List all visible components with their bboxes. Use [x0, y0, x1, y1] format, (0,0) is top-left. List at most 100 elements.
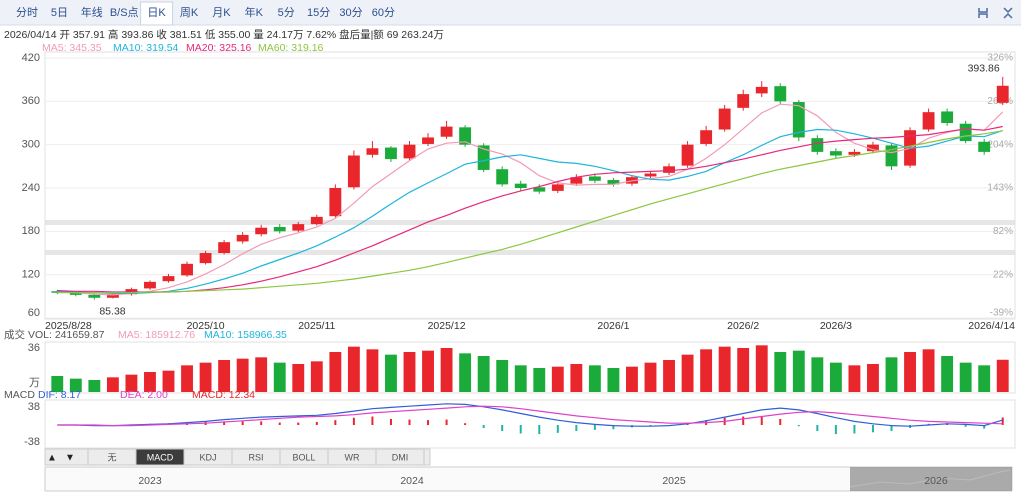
toolbar-tab[interactable]: 周K — [180, 6, 199, 19]
y2-tick-label: 22% — [993, 269, 1013, 280]
legend-entry: DIF: 8.17 — [38, 389, 81, 401]
candle-body — [978, 141, 991, 152]
y-tick-label: 240 — [22, 182, 40, 194]
volume-bar — [255, 357, 268, 392]
candle-body — [496, 169, 509, 185]
volume-bar — [551, 366, 564, 392]
volume-bar — [588, 365, 601, 392]
arrow-button[interactable]: ▲ — [47, 453, 57, 464]
legend-entry: MA20: 325.16 — [186, 42, 252, 54]
toolbar-tab[interactable]: 月K — [212, 7, 231, 19]
volume-bar — [422, 350, 434, 392]
candle-body — [996, 85, 1009, 103]
toolbar-icons[interactable] — [978, 7, 1013, 19]
candle-body — [867, 144, 879, 152]
volume-bar — [941, 356, 954, 392]
toolbar-tab[interactable]: 5分 — [278, 6, 295, 19]
panel-title: MACD — [4, 389, 35, 401]
tab-selected — [140, 1, 174, 26]
volume-bar — [700, 349, 713, 392]
candle-body — [106, 294, 119, 298]
toolbar-tab[interactable]: 15分 — [307, 6, 330, 19]
arrow-button[interactable]: ▼ — [65, 453, 75, 464]
toolbar-tab[interactable]: 年K — [245, 5, 264, 19]
toolbar-tab[interactable]: 分时 — [16, 6, 38, 19]
volume-bar — [755, 345, 768, 392]
candle-body — [292, 224, 305, 231]
indicator-tab[interactable]: 无 — [107, 452, 116, 462]
legend-entry: MA10: 158966.35 — [204, 329, 287, 341]
volume-bar — [774, 352, 787, 392]
indicator-tab-bg — [375, 448, 425, 466]
toolbar-tab[interactable]: 年线 — [81, 5, 103, 19]
toolbar-tab[interactable]: 60分 — [372, 6, 395, 19]
x-tick-label: 2026/2 — [727, 320, 759, 332]
candle-body — [459, 127, 472, 145]
candle-body — [477, 145, 490, 170]
y2-tick-label: -39% — [990, 308, 1013, 319]
volume-bar — [292, 364, 305, 392]
navigator-year: 2025 — [662, 475, 686, 487]
toolbar-tab[interactable]: 5日 — [51, 7, 68, 19]
candle-body — [162, 276, 175, 282]
volume-bar — [51, 376, 64, 392]
panel-title: 成交 — [4, 328, 25, 341]
volume-bar — [181, 365, 193, 392]
volume-bar — [904, 352, 916, 392]
toolbar-tab[interactable]: B/S点 — [110, 6, 139, 19]
y-tick-label: 420 — [22, 52, 40, 64]
legend-entry: MA60: 319.16 — [258, 42, 324, 54]
unit-label: 万 — [29, 377, 40, 389]
candle-body — [533, 187, 546, 192]
indicator-tab[interactable]: MACD — [147, 452, 174, 462]
toolbar-tab[interactable]: 日K — [147, 7, 166, 19]
volume-bar — [811, 357, 824, 392]
navigator-window[interactable] — [850, 467, 1012, 491]
candle-body — [310, 216, 323, 225]
volume-bar — [459, 353, 472, 392]
indicator-tab[interactable]: KDJ — [199, 452, 216, 462]
candle-body — [885, 145, 898, 167]
candle-body — [347, 155, 360, 188]
volume-bar — [514, 365, 527, 392]
x-tick-label: 2026/3 — [820, 320, 852, 332]
y2-tick-label: 326% — [987, 53, 1013, 64]
candle-body — [403, 144, 416, 159]
volume-bar — [69, 378, 82, 392]
ma-line — [57, 125, 1003, 293]
y-tick-label: 120 — [22, 269, 40, 281]
candle-body — [366, 148, 379, 155]
candle-body — [848, 151, 861, 155]
candle-body — [663, 166, 675, 173]
indicator-tab[interactable]: BOLL — [292, 452, 315, 462]
volume-bar — [959, 362, 972, 392]
y2-tick-label: 143% — [987, 183, 1013, 194]
indicator-tab[interactable]: RSI — [248, 452, 263, 462]
volume-bar — [440, 348, 453, 392]
candle-body — [144, 281, 156, 289]
candle-body — [959, 123, 972, 142]
band — [45, 220, 1015, 225]
volume-bar — [792, 350, 805, 392]
x-tick-label: 2026/1 — [597, 320, 629, 332]
legend-entry: MA10: 319.54 — [113, 42, 179, 54]
y-tick-label: 300 — [22, 139, 40, 151]
volume-frame — [44, 341, 1016, 394]
ma-line — [57, 128, 1003, 294]
legend-entry: MACD: 12.34 — [192, 389, 255, 401]
volume-bar — [533, 368, 546, 392]
info-line: 2026/04/14 开 357.91 高 393.86 收 381.51 低 … — [4, 28, 444, 41]
volume-bar — [644, 362, 657, 392]
candle-body — [88, 294, 101, 298]
volume-bar — [829, 362, 842, 392]
indicator-tab[interactable]: DMI — [392, 452, 409, 462]
volume-bar — [125, 374, 138, 392]
toolbar-tab[interactable]: 30分 — [339, 6, 362, 19]
candle-body — [570, 177, 583, 184]
volume-bar — [496, 360, 509, 392]
navigator-trace — [849, 469, 1011, 488]
indicator-tab[interactable]: WR — [345, 452, 360, 462]
volume-bar — [663, 360, 675, 392]
x-tick-label: 2025/8/28 — [45, 320, 92, 332]
x-tick-label: 2025/11 — [298, 320, 335, 332]
